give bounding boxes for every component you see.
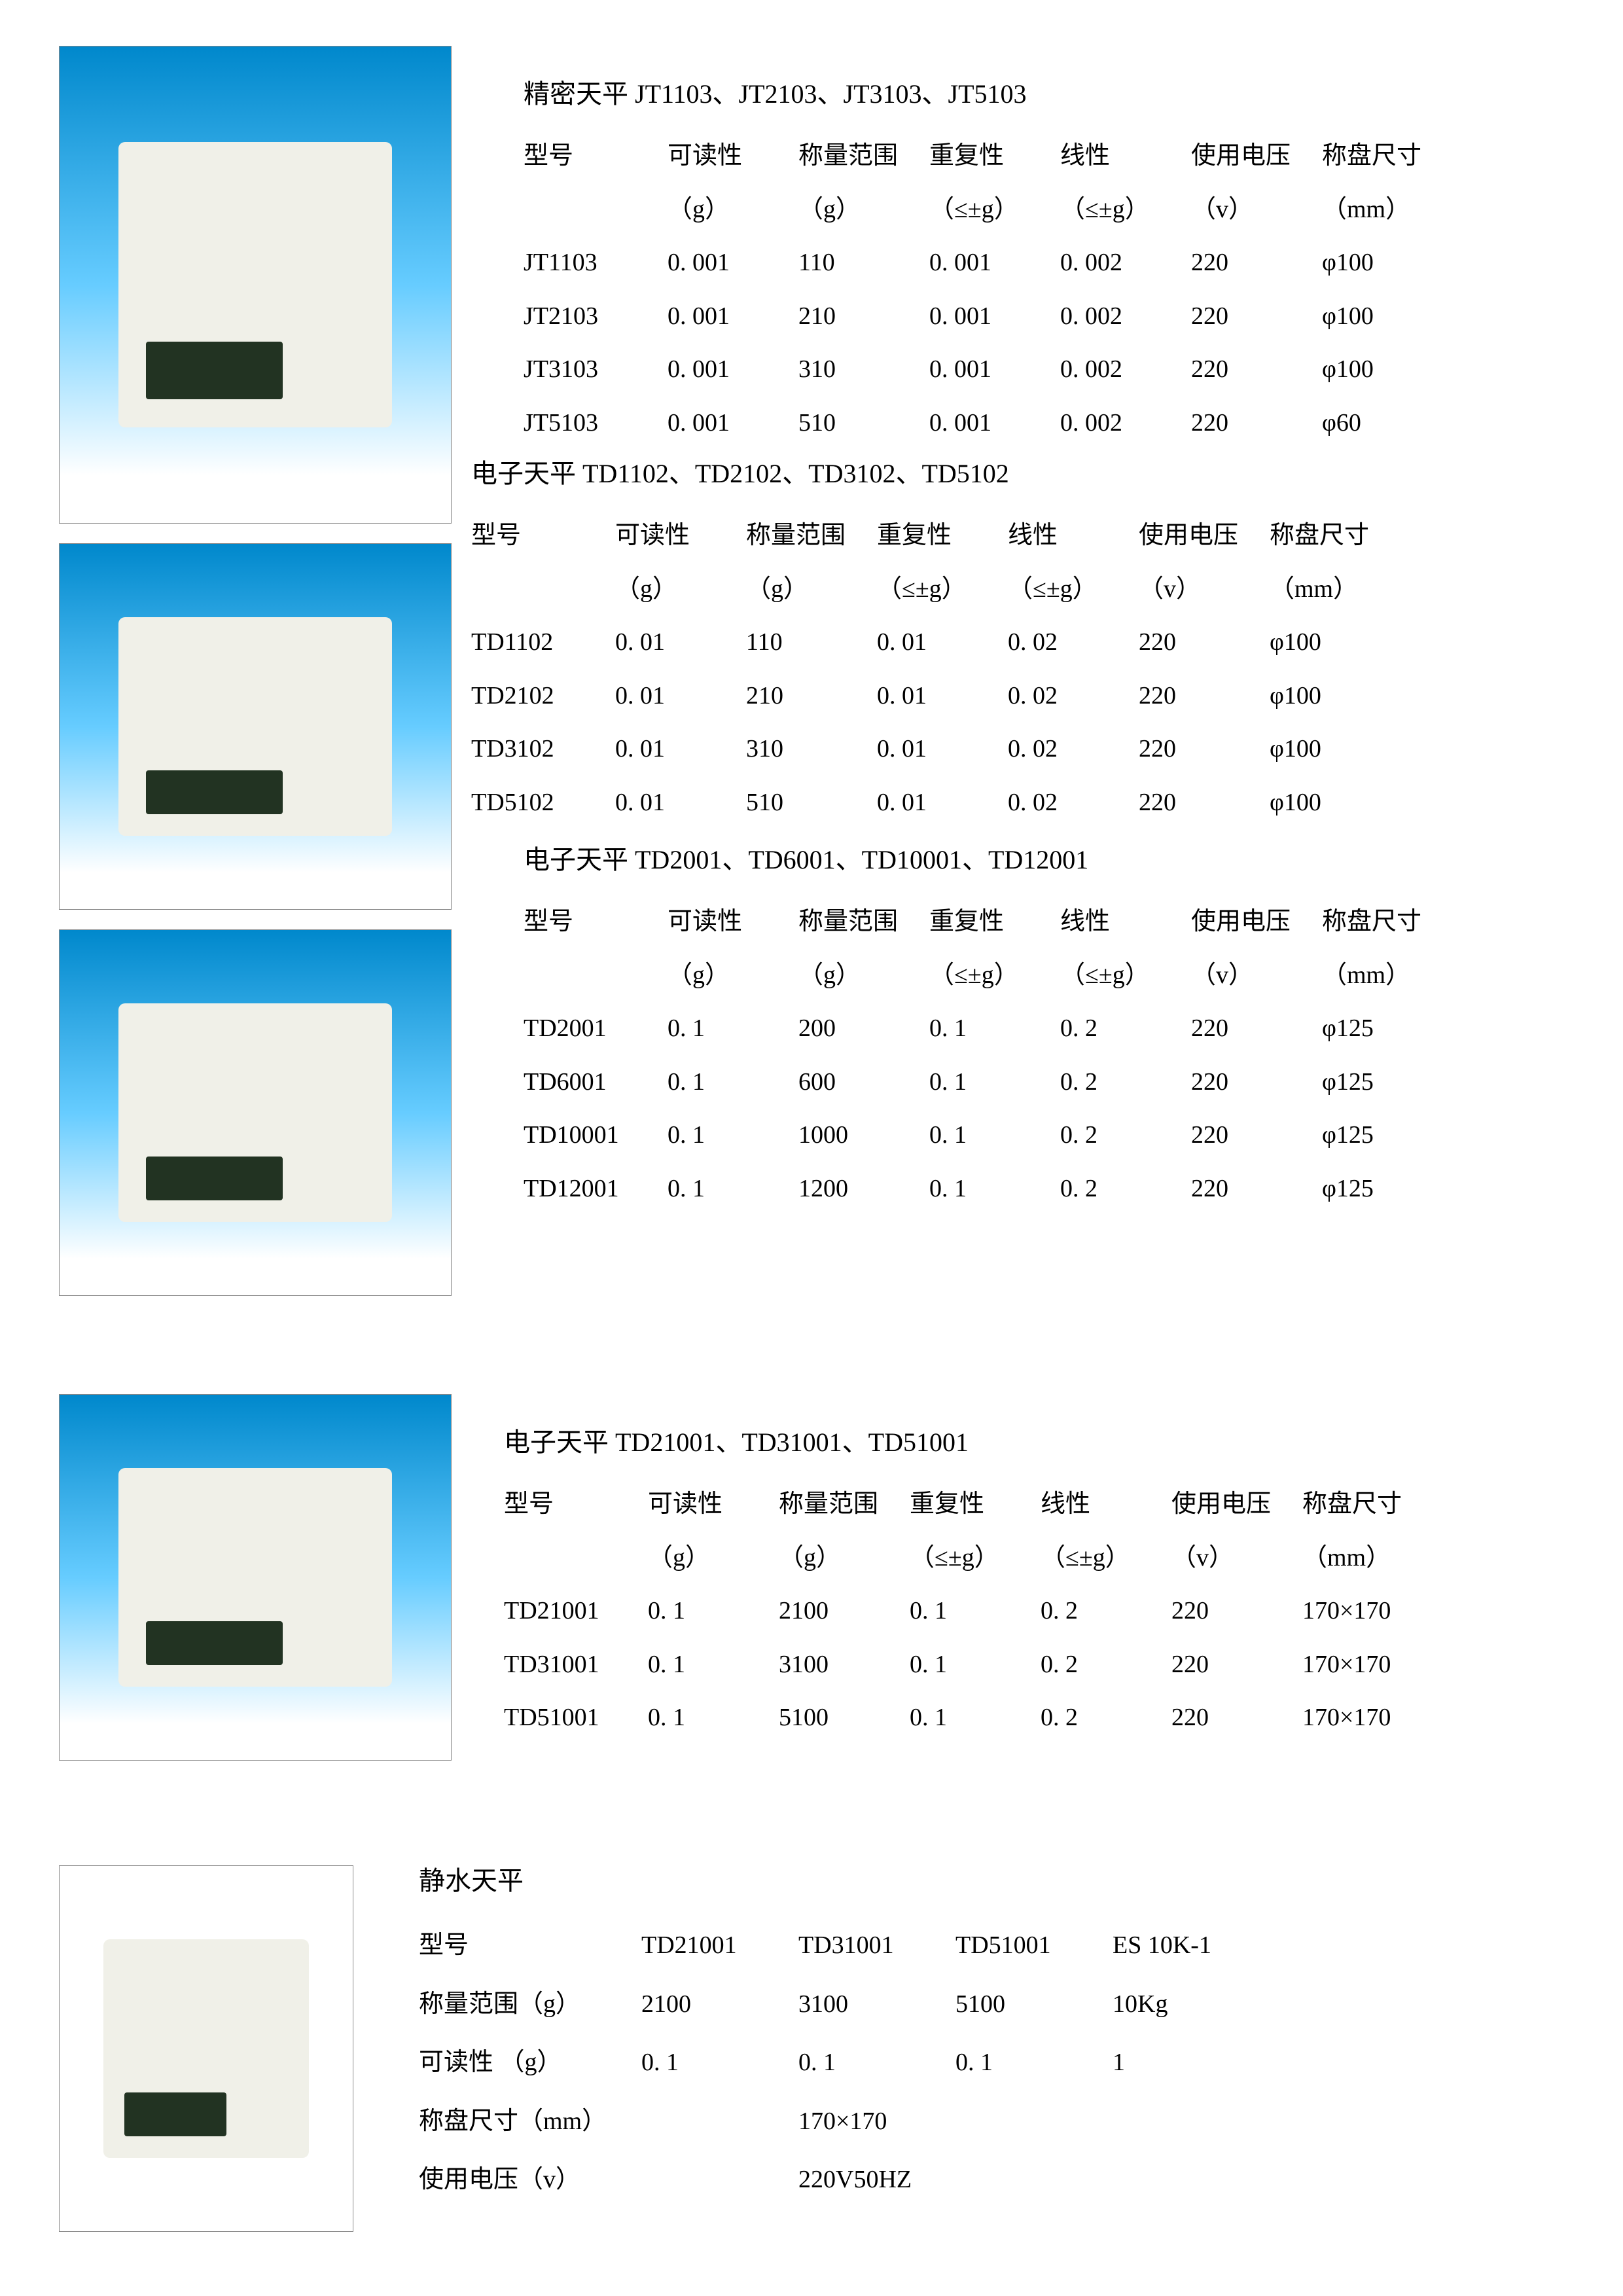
product-image-1 xyxy=(59,46,452,524)
header-range: 称量范围 xyxy=(798,130,929,183)
header-readability: 可读性 xyxy=(648,1478,779,1532)
table-row: TD20010. 12000. 10. 2220φ125 xyxy=(524,1002,1435,1056)
header-voltage: 使用电压 xyxy=(1139,509,1270,563)
section1: 精密天平 JT1103、JT2103、JT3103、JT5103 型号 可读性 … xyxy=(524,79,1435,450)
table-row: TD11020. 011100. 010. 02220φ100 xyxy=(471,616,1382,670)
row-label-range: 称量范围（g） xyxy=(419,1975,641,2034)
table-row: 使用电压（v） 220V50HZ xyxy=(419,2151,1238,2210)
row-label-volt: 使用电压（v） xyxy=(419,2151,641,2210)
header-pan-size: 称盘尺寸 xyxy=(1322,130,1435,183)
header-linearity: 线性 xyxy=(1060,895,1191,949)
header-voltage: 使用电压 xyxy=(1191,130,1322,183)
header-range: 称量范围 xyxy=(798,895,929,949)
table-row: TD510010. 151000. 10. 2220170×170 xyxy=(504,1691,1415,1745)
section5-table: 型号 TD21001 TD31001 TD51001 ES 10K-1 称量范围… xyxy=(419,1916,1238,2210)
row-label-read: 可读性 （g） xyxy=(419,2034,641,2092)
product-image-2 xyxy=(59,543,452,910)
table-row: JT11030. 0011100. 0010. 002220φ100 xyxy=(524,236,1435,290)
section4-table: 型号 可读性 称量范围 重复性 线性 使用电压 称盘尺寸 （g） （g） （≤±… xyxy=(504,1478,1415,1745)
header-readability: 可读性 xyxy=(668,130,798,183)
header-linearity: 线性 xyxy=(1041,1478,1171,1532)
table-row: JT21030. 0012100. 0010. 002220φ100 xyxy=(524,290,1435,344)
section5-title: 静水天平 xyxy=(419,1865,1238,1897)
table-unit-row: （g） （g） （≤±g） （≤±g） （v） （mm） xyxy=(524,949,1435,1003)
product-image-3 xyxy=(59,929,452,1296)
header-model: 型号 xyxy=(524,895,668,949)
section5: 静水天平 型号 TD21001 TD31001 TD51001 ES 10K-1… xyxy=(419,1865,1238,2210)
header-repeatability: 重复性 xyxy=(929,895,1060,949)
row-label-pan: 称盘尺寸（mm） xyxy=(419,2092,641,2151)
header-repeatability: 重复性 xyxy=(929,130,1060,183)
row-label-model: 型号 xyxy=(419,1916,641,1975)
table-header-row: 型号 可读性 称量范围 重复性 线性 使用电压 称盘尺寸 xyxy=(524,130,1435,183)
header-pan-size: 称盘尺寸 xyxy=(1322,895,1435,949)
table-row: TD310010. 131000. 10. 2220170×170 xyxy=(504,1638,1415,1692)
section2-title: 电子天平 TD1102、TD2102、TD3102、TD5102 xyxy=(471,458,1382,490)
section2-table: 型号 可读性 称量范围 重复性 线性 使用电压 称盘尺寸 （g） （g） （≤±… xyxy=(471,509,1382,830)
table-row: TD31020. 013100. 010. 02220φ100 xyxy=(471,723,1382,776)
table-unit-row: （g） （g） （≤±g） （≤±g） （v） （mm） xyxy=(471,563,1382,617)
header-range: 称量范围 xyxy=(746,509,877,563)
header-model: 型号 xyxy=(471,509,615,563)
header-pan-size: 称盘尺寸 xyxy=(1270,509,1382,563)
table-row: 可读性 （g） 0. 1 0. 1 0. 1 1 xyxy=(419,2034,1238,2092)
section4-title: 电子天平 TD21001、TD31001、TD51001 xyxy=(504,1427,1415,1458)
header-repeatability: 重复性 xyxy=(910,1478,1041,1532)
header-repeatability: 重复性 xyxy=(877,509,1008,563)
product-image-5 xyxy=(59,1865,353,2232)
table-row: TD120010. 112000. 10. 2220φ125 xyxy=(524,1162,1435,1216)
table-row: TD100010. 110000. 10. 2220φ125 xyxy=(524,1109,1435,1162)
header-linearity: 线性 xyxy=(1008,509,1139,563)
product-image-4 xyxy=(59,1394,452,1761)
header-voltage: 使用电压 xyxy=(1171,1478,1302,1532)
table-row: TD21020. 012100. 010. 02220φ100 xyxy=(471,670,1382,723)
header-range: 称量范围 xyxy=(779,1478,910,1532)
section3-table: 型号 可读性 称量范围 重复性 线性 使用电压 称盘尺寸 （g） （g） （≤±… xyxy=(524,895,1435,1216)
header-model: 型号 xyxy=(504,1478,648,1532)
header-model: 型号 xyxy=(524,130,668,183)
section2: 电子天平 TD1102、TD2102、TD3102、TD5102 型号 可读性 … xyxy=(471,458,1382,830)
table-unit-row: （g） （g） （≤±g） （≤±g） （v） （mm） xyxy=(504,1532,1415,1585)
section3-title: 电子天平 TD2001、TD6001、TD10001、TD12001 xyxy=(524,844,1435,876)
table-row: 称量范围（g） 2100 3100 5100 10Kg xyxy=(419,1975,1238,2034)
table-row: 型号 TD21001 TD31001 TD51001 ES 10K-1 xyxy=(419,1916,1238,1975)
table-row: JT31030. 0013100. 0010. 002220φ100 xyxy=(524,343,1435,397)
section1-table: 型号 可读性 称量范围 重复性 线性 使用电压 称盘尺寸 （g） （g） （≤±… xyxy=(524,130,1435,450)
section4: 电子天平 TD21001、TD31001、TD51001 型号 可读性 称量范围… xyxy=(504,1427,1415,1745)
table-row: TD51020. 015100. 010. 02220φ100 xyxy=(471,776,1382,830)
table-row: TD60010. 16000. 10. 2220φ125 xyxy=(524,1056,1435,1109)
header-linearity: 线性 xyxy=(1060,130,1191,183)
section3: 电子天平 TD2001、TD6001、TD10001、TD12001 型号 可读… xyxy=(524,844,1435,1216)
header-pan-size: 称盘尺寸 xyxy=(1302,1478,1415,1532)
table-header-row: 型号 可读性 称量范围 重复性 线性 使用电压 称盘尺寸 xyxy=(471,509,1382,563)
table-header-row: 型号 可读性 称量范围 重复性 线性 使用电压 称盘尺寸 xyxy=(524,895,1435,949)
table-header-row: 型号 可读性 称量范围 重复性 线性 使用电压 称盘尺寸 xyxy=(504,1478,1415,1532)
table-row: 称盘尺寸（mm） 170×170 xyxy=(419,2092,1238,2151)
table-row: TD210010. 121000. 10. 2220170×170 xyxy=(504,1585,1415,1638)
header-readability: 可读性 xyxy=(615,509,746,563)
section1-title: 精密天平 JT1103、JT2103、JT3103、JT5103 xyxy=(524,79,1435,110)
header-voltage: 使用电压 xyxy=(1191,895,1322,949)
table-row: JT51030. 0015100. 0010. 002220φ60 xyxy=(524,397,1435,450)
header-readability: 可读性 xyxy=(668,895,798,949)
table-unit-row: （g） （g） （≤±g） （≤±g） （v） （mm） xyxy=(524,183,1435,237)
